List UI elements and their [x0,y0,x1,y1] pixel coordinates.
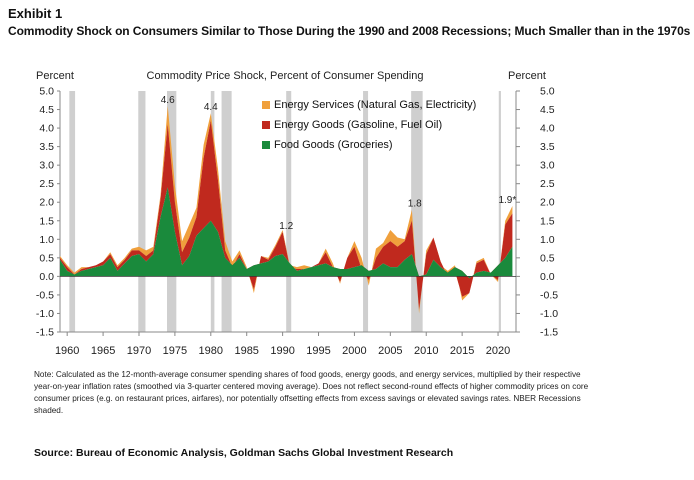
y-tick-right-8: 1.0 [540,234,555,246]
y-tick-left-13: -1.5 [36,327,54,339]
y-tick-left-1: 4.5 [39,104,54,116]
recession-band-1 [138,91,146,332]
recession-band-4 [221,91,232,332]
exhibit-label: Exhibit 1 [8,6,63,21]
y-tick-left-5: 2.5 [39,178,54,190]
y-tick-right-4: 3.0 [540,160,555,172]
y-axis-label-right: Percent [508,70,546,82]
peak-annotation-0: 4.6 [161,95,175,106]
recession-band-7 [411,91,423,332]
recession-band-0 [69,91,76,332]
y-tick-left-3: 3.5 [39,141,54,153]
legend-label-energy-services: Energy Services (Natural Gas, Electricit… [274,99,477,111]
y-tick-left-9: 0.5 [39,252,54,264]
y-tick-left-6: 2.0 [39,197,54,209]
y-tick-right-7: 1.5 [540,215,555,227]
area-food-goods [60,187,513,279]
y-tick-right-12: -1.0 [540,308,558,320]
y-tick-left-10: 0.0 [39,271,54,283]
legend-swatch-energy-goods [262,121,270,129]
y-axis-label-left: Percent [36,70,74,82]
y-tick-right-2: 4.0 [540,123,555,135]
y-tick-right-5: 2.5 [540,178,555,190]
chart-legend: Energy Services (Natural Gas, Electricit… [262,95,476,155]
chart-note: Note: Calculated as the 12-month-average… [34,370,589,415]
y-tick-left-12: -1.0 [36,308,54,320]
peak-annotation-3: 1.8 [408,199,422,210]
x-tick-3: 1975 [163,345,187,357]
y-tick-right-11: -0.5 [540,289,558,301]
y-tick-left-8: 1.0 [39,234,54,246]
y-tick-left-0: 5.0 [39,86,54,98]
legend-item-food-goods: Food Goods (Groceries) [262,135,476,155]
peak-annotation-4: 1.9* [498,195,516,206]
recession-band-5 [286,91,292,332]
legend-label-food-goods: Food Goods (Groceries) [274,139,393,151]
recession-band-8 [498,91,501,332]
area-energy-goods [60,120,513,310]
y-tick-left-7: 1.5 [39,215,54,227]
y-tick-right-9: 0.5 [540,252,555,264]
x-tick-10: 2010 [414,345,438,357]
x-tick-9: 2005 [378,345,402,357]
x-tick-5: 1985 [234,345,258,357]
recession-band-6 [363,91,369,332]
y-tick-right-1: 4.5 [540,104,555,116]
peak-annotation-1: 4.4 [204,102,218,113]
y-tick-right-6: 2.0 [540,197,555,209]
y-tick-right-10: 0.0 [540,271,555,283]
chart-source: Source: Bureau of Economic Analysis, Gol… [34,447,454,459]
x-tick-12: 2020 [486,345,510,357]
commodity-shock-chart: 5.0 5.0 4.5 4.5 4.0 4.0 3.5 3.5 3.0 3.0 2.5 2.5 2.0 2… [36,70,558,357]
x-tick-7: 1995 [306,345,330,357]
y-tick-right-13: -1.5 [540,327,558,339]
x-tick-6: 1990 [270,345,294,357]
legend-item-energy-services: Energy Services (Natural Gas, Electricit… [262,95,476,115]
y-tick-left-2: 4.0 [39,123,54,135]
y-tick-right-0: 5.0 [540,86,555,98]
y-tick-right-3: 3.5 [540,141,555,153]
chart-subtitle: Commodity Shock on Consumers Similar to … [8,24,691,38]
peak-annotation-2: 1.2 [279,221,293,232]
legend-swatch-food-goods [262,141,270,149]
x-tick-8: 2000 [342,345,366,357]
x-tick-4: 1980 [199,345,223,357]
chart-title: Commodity Price Shock, Percent of Consum… [147,70,424,82]
legend-item-energy-goods: Energy Goods (Gasoline, Fuel Oil) [262,115,476,135]
x-tick-0: 1960 [55,345,79,357]
x-tick-1: 1965 [91,345,115,357]
y-tick-left-11: -0.5 [36,289,54,301]
legend-label-energy-goods: Energy Goods (Gasoline, Fuel Oil) [274,119,443,131]
x-tick-2: 1970 [127,345,151,357]
x-tick-11: 2015 [450,345,474,357]
legend-swatch-energy-services [262,101,270,109]
y-tick-left-4: 3.0 [39,160,54,172]
